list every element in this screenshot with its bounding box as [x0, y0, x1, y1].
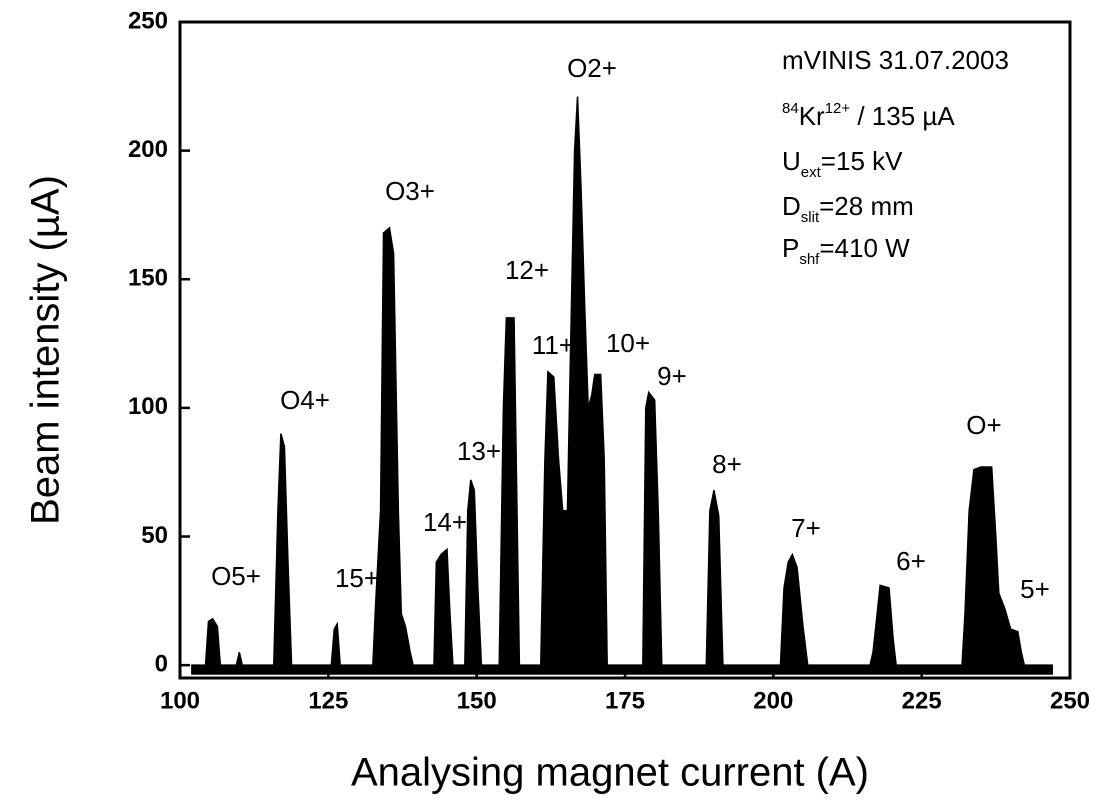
y-tick-label: 0 — [155, 650, 168, 677]
info-line: mVINIS 31.07.2003 — [782, 45, 1009, 75]
peak-label: 13+ — [457, 436, 501, 466]
y-tick-label: 200 — [128, 136, 168, 163]
info-line: Pshf=410 W — [782, 233, 910, 268]
info-text: =15 kV — [821, 146, 903, 176]
x-tick-label: 175 — [605, 687, 645, 714]
info-line: Dslit=28 mm — [782, 191, 914, 226]
peak-label: 7+ — [791, 513, 821, 543]
peak-label: 8+ — [712, 449, 742, 479]
peak-label: 15+ — [335, 563, 379, 593]
peak-label: O+ — [966, 410, 1001, 440]
x-tick-label: 125 — [308, 687, 348, 714]
peak-label: 14+ — [423, 507, 467, 537]
peak-label: O3+ — [385, 176, 435, 206]
y-tick-label: 150 — [128, 265, 168, 292]
y-tick-label: 50 — [141, 522, 168, 549]
info-text: shf — [799, 251, 820, 268]
info-text: slit — [801, 209, 820, 226]
peak-label: 11+ — [532, 330, 574, 360]
peak-label: O5+ — [211, 561, 261, 591]
x-tick-label: 100 — [160, 687, 200, 714]
y-axis-label: Beam intensity (µA) — [24, 175, 68, 525]
x-tick-label: 250 — [1050, 687, 1090, 714]
info-line: 84Kr12+ / 135 µA — [782, 100, 955, 131]
peak-label: O2+ — [567, 53, 617, 83]
info-text: =28 mm — [819, 191, 914, 221]
x-axis-label: Analysing magnet current (A) — [351, 751, 869, 795]
peak-label: 10+ — [606, 328, 650, 358]
y-tick-label: 100 — [128, 393, 168, 420]
peak-label: 5+ — [1020, 574, 1050, 604]
info-text: Kr — [799, 101, 825, 131]
info-text: mVINIS 31.07.2003 — [782, 45, 1009, 75]
info-text: 84 — [782, 100, 799, 117]
x-tick-label: 150 — [457, 687, 497, 714]
info-text: =410 W — [819, 233, 910, 263]
info-line: Uext=15 kV — [782, 146, 903, 181]
x-tick-label: 225 — [902, 687, 942, 714]
peak-label: 9+ — [657, 361, 687, 391]
info-text: ext — [801, 164, 822, 181]
info-text: D — [782, 191, 801, 221]
peak-label: 6+ — [896, 546, 926, 576]
peak-label: O4+ — [280, 385, 330, 415]
info-text: U — [782, 146, 801, 176]
peak-label: 12+ — [505, 255, 549, 285]
y-tick-label: 250 — [128, 7, 168, 34]
info-text: 12+ — [825, 100, 851, 117]
spectrum-area — [191, 96, 1053, 675]
x-tick-label: 200 — [753, 687, 793, 714]
info-text: / 135 µA — [850, 101, 955, 131]
info-text: P — [782, 233, 799, 263]
